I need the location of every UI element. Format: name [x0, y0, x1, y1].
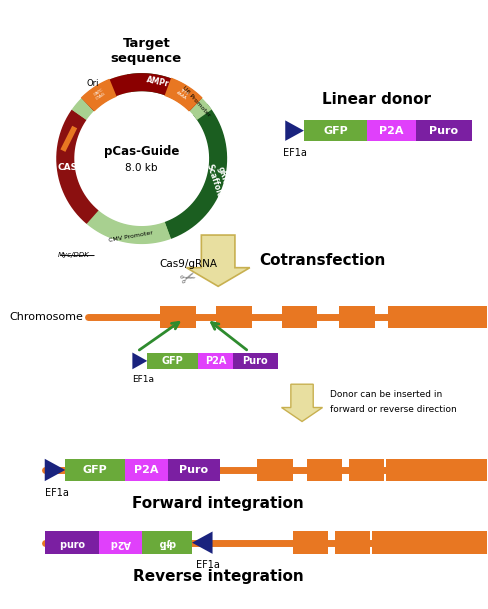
Bar: [45, 532, 99, 554]
Text: Puro: Puro: [429, 125, 458, 136]
Bar: [335, 532, 370, 554]
Text: GFP: GFP: [323, 125, 348, 136]
Text: Donor can be inserted in: Donor can be inserted in: [330, 390, 442, 399]
Text: A2d: A2d: [110, 538, 131, 547]
Text: TTTT
AAAA: TTTT AAAA: [175, 87, 189, 100]
Bar: [304, 121, 367, 141]
Bar: [456, 306, 488, 328]
Text: Ori: Ori: [87, 79, 99, 88]
Text: CMV Promoter: CMV Promoter: [108, 230, 153, 242]
Text: EF1a: EF1a: [132, 375, 154, 384]
Bar: [293, 532, 328, 554]
Text: Target: Target: [122, 37, 170, 49]
Bar: [161, 306, 196, 328]
Bar: [457, 459, 488, 481]
Bar: [440, 532, 475, 554]
Bar: [388, 306, 423, 328]
Bar: [423, 306, 459, 328]
Bar: [282, 306, 317, 328]
Bar: [216, 306, 252, 328]
Bar: [99, 532, 142, 554]
Text: Cas9/gRNA: Cas9/gRNA: [159, 259, 217, 269]
Bar: [233, 353, 278, 369]
Bar: [367, 121, 416, 141]
Text: oɹnd: oɹnd: [59, 538, 85, 547]
Bar: [306, 459, 342, 481]
Text: Myc/DDK: Myc/DDK: [58, 252, 89, 258]
Text: Forward integration: Forward integration: [132, 496, 304, 511]
Polygon shape: [282, 384, 323, 421]
Bar: [339, 306, 375, 328]
Text: Linear donor: Linear donor: [322, 93, 431, 107]
Text: 8.0 kb: 8.0 kb: [125, 163, 158, 173]
Text: forward or reverse direction: forward or reverse direction: [330, 405, 457, 414]
Text: dɟƃ: dɟƃ: [158, 538, 176, 547]
Text: P2A: P2A: [204, 356, 226, 366]
Polygon shape: [186, 235, 250, 286]
Bar: [198, 353, 233, 369]
Text: sequence: sequence: [111, 52, 182, 65]
Text: AMPr: AMPr: [145, 76, 170, 89]
Text: Puro: Puro: [179, 465, 208, 475]
Text: Cotransfection: Cotransfection: [259, 253, 386, 268]
Bar: [125, 459, 168, 481]
Text: Reverse integration: Reverse integration: [133, 569, 304, 584]
Bar: [386, 459, 421, 481]
Bar: [372, 532, 407, 554]
Bar: [459, 532, 488, 554]
Text: U6 Promoter: U6 Promoter: [182, 86, 211, 118]
Bar: [147, 353, 198, 369]
Bar: [142, 532, 192, 554]
Bar: [65, 459, 125, 481]
Text: pCas-Guide: pCas-Guide: [104, 145, 180, 158]
Bar: [416, 121, 472, 141]
Polygon shape: [45, 459, 65, 481]
Text: EF1a: EF1a: [196, 560, 220, 571]
Bar: [257, 459, 293, 481]
Text: gRNA
Scaffold: gRNA Scaffold: [205, 160, 234, 199]
Polygon shape: [285, 121, 304, 141]
Text: ✂: ✂: [177, 267, 199, 291]
Bar: [168, 459, 220, 481]
Text: GFP: GFP: [82, 465, 107, 475]
Text: Chromosome: Chromosome: [9, 312, 83, 322]
Text: P2A: P2A: [134, 465, 159, 475]
Bar: [405, 532, 440, 554]
Text: P2A: P2A: [379, 125, 404, 136]
Text: GFP: GFP: [162, 356, 183, 366]
Polygon shape: [132, 353, 147, 369]
Text: GATC
CTAG: GATC CTAG: [93, 88, 107, 101]
Text: CAS9: CAS9: [57, 163, 84, 172]
Text: EF1a: EF1a: [284, 149, 307, 158]
Text: EF1a: EF1a: [45, 488, 69, 498]
Bar: [421, 459, 457, 481]
Polygon shape: [192, 532, 213, 554]
Bar: [348, 459, 384, 481]
Text: Puro: Puro: [243, 356, 268, 366]
